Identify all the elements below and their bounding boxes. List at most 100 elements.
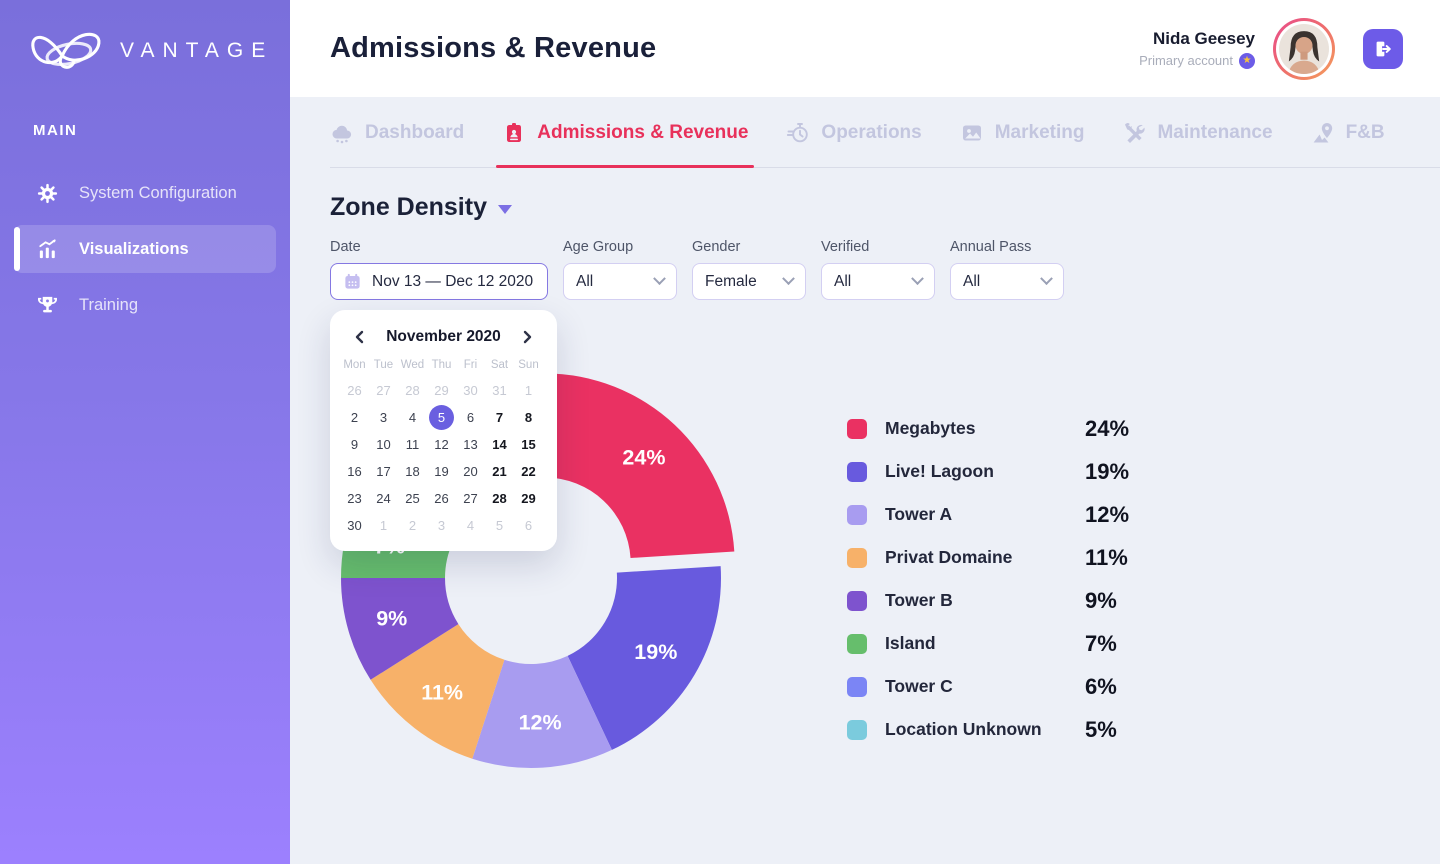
chevron-left-icon	[355, 330, 364, 344]
logout-button[interactable]	[1363, 28, 1403, 69]
legend-row-tower-c[interactable]: Tower C 6%	[847, 665, 1207, 708]
gender-select[interactable]: Female	[692, 263, 806, 300]
section-title[interactable]: Zone Density	[330, 193, 1400, 222]
verified-select[interactable]: All	[821, 263, 935, 300]
calendar-day[interactable]: 2	[340, 404, 369, 431]
calendar-day[interactable]: 31	[485, 377, 514, 404]
calendar-day[interactable]: 26	[427, 485, 456, 512]
calendar-day[interactable]: 10	[369, 431, 398, 458]
calendar-day[interactable]: 18	[398, 458, 427, 485]
legend-swatch-icon	[847, 461, 867, 482]
annual-pass-select[interactable]: All	[950, 263, 1064, 300]
calendar-day[interactable]: 4	[456, 512, 485, 539]
legend-row-tower-a[interactable]: Tower A 12%	[847, 493, 1207, 536]
tab-f-b[interactable]: F&B	[1311, 97, 1385, 168]
calendar-day[interactable]: 1	[369, 512, 398, 539]
legend-row-tower-b[interactable]: Tower B 9%	[847, 579, 1207, 622]
calendar-day[interactable]: 3	[369, 404, 398, 431]
sidebar-item-system-configuration[interactable]: System Configuration	[14, 169, 276, 217]
avatar-portrait-icon	[1279, 23, 1329, 74]
calendar-day[interactable]: 3	[427, 512, 456, 539]
legend-swatch-icon	[847, 633, 867, 654]
calendar-day[interactable]: 28	[398, 377, 427, 404]
calendar-day[interactable]: 19	[427, 458, 456, 485]
bar-chart-icon	[36, 238, 59, 261]
tab-label: F&B	[1345, 121, 1385, 143]
calendar-day[interactable]: 17	[369, 458, 398, 485]
legend-swatch-icon	[847, 719, 867, 740]
calendar-day-number: 1	[379, 518, 388, 533]
donut-slice-tower-a[interactable]	[472, 655, 612, 768]
legend-swatch-icon	[847, 590, 867, 611]
tools-icon	[1122, 121, 1146, 145]
user-subtitle: Primary account ★	[1139, 52, 1255, 69]
calendar-day[interactable]: 16	[340, 458, 369, 485]
calendar-day[interactable]: 29	[514, 485, 543, 512]
calendar-day-number: 9	[350, 437, 359, 452]
calendar-day[interactable]: 11	[398, 431, 427, 458]
calendar-day-number: 29	[521, 491, 536, 506]
calendar-day[interactable]: 27	[456, 485, 485, 512]
donut-slice-live-lagoon[interactable]	[567, 566, 721, 750]
avatar-photo	[1276, 20, 1332, 77]
calendar-day-number: 7	[495, 410, 504, 425]
calendar-weekday-label: Fri	[463, 359, 478, 371]
calendar-day[interactable]: 30	[340, 512, 369, 539]
calendar-day[interactable]: 23	[340, 485, 369, 512]
legend-row-live-lagoon[interactable]: Live! Lagoon 19%	[847, 450, 1207, 493]
calendar-day-number: 5	[429, 405, 454, 430]
calendar-day[interactable]: 6	[456, 404, 485, 431]
user-meta: Nida Geesey Primary account ★	[1139, 29, 1255, 69]
calendar-day[interactable]: 5	[485, 512, 514, 539]
calendar-day-number: 29	[434, 383, 449, 398]
donut-slice-tower-b[interactable]	[341, 578, 459, 680]
calendar-next-button[interactable]	[517, 327, 537, 347]
calendar-day[interactable]: 28	[485, 485, 514, 512]
calendar-day[interactable]: 21	[485, 458, 514, 485]
donut-slice-megabytes[interactable]	[544, 373, 735, 559]
calendar-day[interactable]: 7	[485, 404, 514, 431]
calendar-day[interactable]: 26	[340, 377, 369, 404]
calendar-day[interactable]: 15	[514, 431, 543, 458]
calendar-day[interactable]: 30	[456, 377, 485, 404]
calendar-day[interactable]: 8	[514, 404, 543, 431]
tab-dashboard[interactable]: Dashboard	[330, 97, 464, 168]
calendar-day[interactable]: 6	[514, 512, 543, 539]
calendar-day[interactable]: 9	[340, 431, 369, 458]
calendar-day[interactable]: 25	[398, 485, 427, 512]
legend-row-island[interactable]: Island 7%	[847, 622, 1207, 665]
tab-maintenance[interactable]: Maintenance	[1122, 97, 1273, 168]
legend-value: 6%	[1085, 673, 1117, 699]
date-range-input[interactable]: Nov 13 — Dec 12 2020	[330, 263, 548, 300]
calendar-prev-button[interactable]	[350, 327, 370, 347]
legend-row-location-unknown[interactable]: Location Unknown 5%	[847, 708, 1207, 751]
calendar-day[interactable]: 29	[427, 377, 456, 404]
calendar-day[interactable]: 1	[514, 377, 543, 404]
calendar-day[interactable]: 4	[398, 404, 427, 431]
tab-operations[interactable]: Operations	[786, 97, 922, 168]
sidebar-item-training[interactable]: Training	[14, 281, 276, 329]
avatar[interactable]	[1273, 17, 1335, 80]
sidebar-item-visualizations[interactable]: Visualizations	[14, 225, 276, 273]
calendar-day[interactable]: 24	[369, 485, 398, 512]
calendar-day[interactable]: 27	[369, 377, 398, 404]
tab-label: Admissions & Revenue	[537, 121, 749, 143]
legend-row-megabytes[interactable]: Megabytes 24%	[847, 407, 1207, 450]
calendar-day[interactable]: 22	[514, 458, 543, 485]
calendar-day[interactable]: 2	[398, 512, 427, 539]
calendar-day-number: 2	[408, 518, 417, 533]
gear-icon	[36, 182, 59, 205]
calendar-day[interactable]: 12	[427, 431, 456, 458]
legend-row-privat-domaine[interactable]: Privat Domaine 11%	[847, 536, 1207, 579]
filter-label: Verified	[821, 239, 870, 255]
calendar-day[interactable]: 20	[456, 458, 485, 485]
tab-admissions-revenue[interactable]: Admissions & Revenue	[496, 97, 755, 168]
calendar-day[interactable]: 13	[456, 431, 485, 458]
calendar-day-selected[interactable]: 5	[427, 404, 456, 431]
tab-marketing[interactable]: Marketing	[960, 97, 1084, 168]
main-area: Admissions & Revenue Nida Geesey Primary…	[290, 0, 1440, 864]
donut-slice-privat-domaine[interactable]	[370, 624, 505, 759]
legend-label: Location Unknown	[885, 719, 1042, 739]
age-group-select[interactable]: All	[563, 263, 677, 300]
calendar-day[interactable]: 14	[485, 431, 514, 458]
